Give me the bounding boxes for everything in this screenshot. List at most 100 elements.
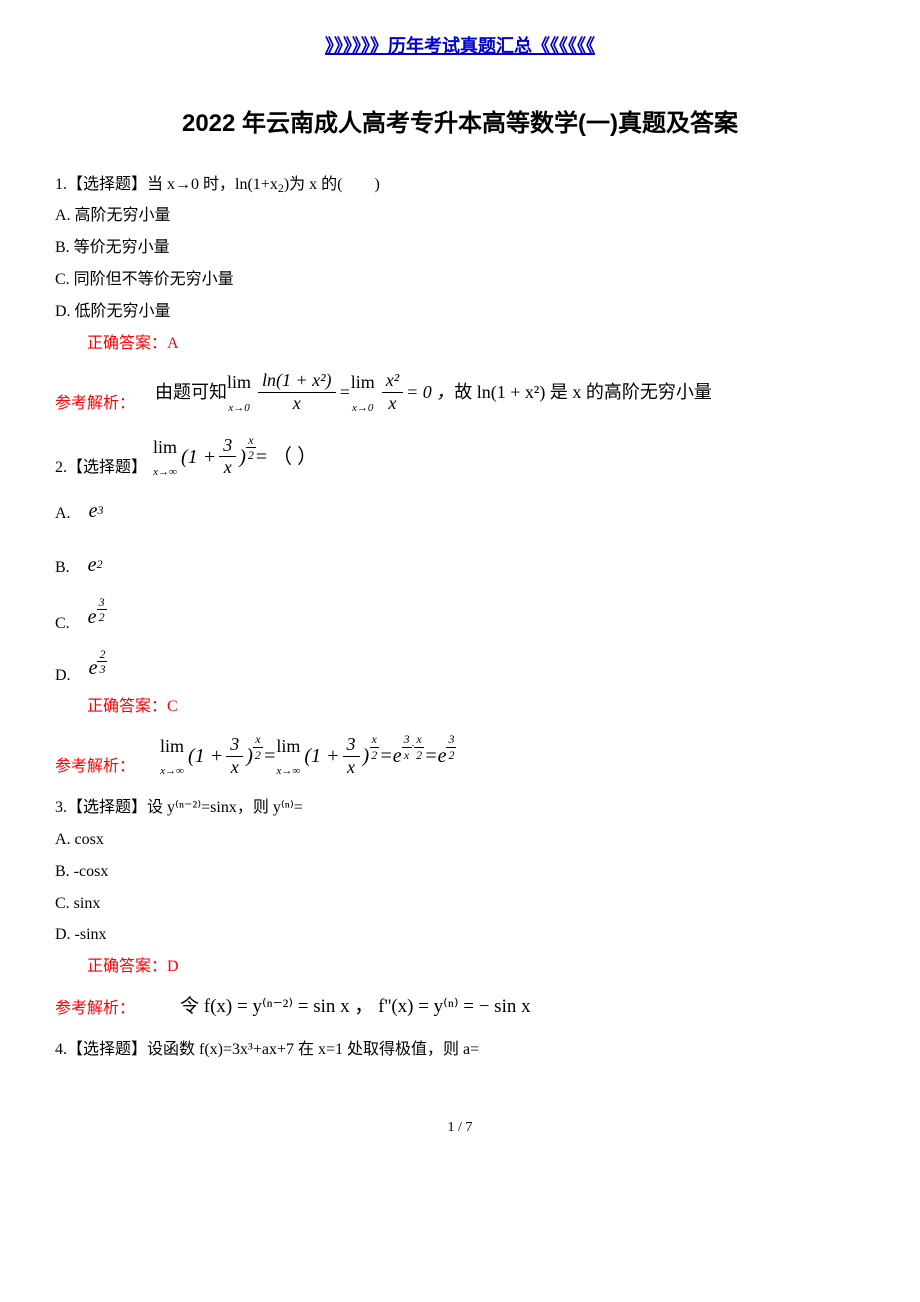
frac2-bot: x [384, 393, 400, 415]
q2a-frac1-top: 3 [226, 734, 243, 757]
q2-optA-letter: A. [55, 500, 71, 529]
lim-under: x→0 [228, 399, 249, 419]
q2a-e2: e [438, 738, 447, 774]
frac-1: ln(1 + x²) x [258, 370, 336, 414]
q2-stem: 2. 【选择题】 lim x→∞ (1 + 3 x ) x 2 = （ ） [55, 431, 865, 483]
q2a-frac2-bot: x [343, 757, 359, 779]
q2-exp-bot: 2 [246, 448, 256, 462]
page-footer: 1 / 7 [55, 1115, 865, 1140]
q2a-eq2: = [379, 738, 393, 774]
q2-optB-base: e [88, 547, 97, 583]
q2a-final-bot: 2 [446, 748, 456, 762]
q4-stem: 4. 【选择题】 设函数 f(x)=3x³+ax+7 在 x=1 处取得极值，则… [55, 1036, 865, 1065]
q2-optC-letter: C. [55, 610, 70, 639]
q4-num: 4. [55, 1036, 67, 1065]
question-2: 2. 【选择题】 lim x→∞ (1 + 3 x ) x 2 = （ ） A.… [55, 431, 865, 783]
q2a-exp3b: x 2 [414, 732, 424, 762]
q2a-close1: ) [246, 738, 253, 774]
q2-optD-letter: D. [55, 662, 71, 691]
question-4: 4. 【选择题】 设函数 f(x)=3x³+ax+7 在 x=1 处取得极值，则… [55, 1036, 865, 1065]
q3-optB: B. -cosx [55, 858, 865, 887]
q2-optC: C. e 3 2 [55, 595, 865, 639]
q2-close: ) [239, 439, 246, 475]
q2a-exp3b-top: x [414, 732, 423, 747]
frac-2: x² x [382, 370, 403, 414]
q1-analysis-math: 由题可知 lim x→0 ln(1 + x²) x = lim x→0 x² x… [155, 366, 712, 418]
q2a-eq3: = [424, 738, 438, 774]
q1-stem-suffix: )为 x 的( ) [284, 171, 380, 200]
q2a-exp1-bot: 2 [253, 748, 263, 762]
q3-analysis-label: 参考解析： [55, 995, 135, 1024]
q2-open: (1 + [181, 439, 216, 475]
q1-type: 【选择题】 [67, 171, 147, 200]
q2-optB-exp: 2 [97, 554, 103, 576]
q2a-exp3a: 3 x [402, 732, 412, 762]
q2-tail: = （ ） [256, 439, 317, 475]
q2-lim-text: lim [153, 431, 177, 463]
q2a-lim2: lim x→∞ [276, 730, 300, 782]
q2-optB: B. e2 [55, 547, 865, 583]
q2a-exp2-top: x [370, 732, 379, 747]
question-1: 1. 【选择题】 当 x→0 时，ln(1+x2)为 x 的( ) A. 高阶无… [55, 171, 865, 419]
q1-optC: C. 同阶但不等价无穷小量 [55, 266, 865, 295]
q2-analysis-row: 参考解析： lim x→∞ (1 + 3 x ) x 2 = lim x→∞ (… [55, 730, 865, 782]
q3-optC: C. sinx [55, 890, 865, 919]
lim-under-2: x→0 [352, 399, 373, 419]
q2-optD-base: e [89, 650, 98, 686]
q1-answer: 正确答案：A [87, 330, 865, 359]
lim-text: lim [227, 366, 251, 398]
question-3: 3. 【选择题】 设 y⁽ⁿ⁻²⁾=sinx，则 y⁽ⁿ⁾= A. cosx B… [55, 794, 865, 1024]
q3-optD: D. -sinx [55, 921, 865, 950]
q2-optA: A. e3 [55, 493, 865, 529]
q2-optC-base: e [88, 599, 97, 635]
q2-optD-exp: 2 3 [97, 647, 107, 677]
q2-frac: 3 x [219, 435, 236, 479]
q1-analysis-label: 参考解析： [55, 390, 135, 419]
q2a-frac1-bot: x [227, 757, 243, 779]
eq-0: = 0 ， [406, 376, 454, 408]
q2-optA-exp: 3 [97, 500, 103, 522]
q2-optD-exp-top: 2 [97, 647, 107, 662]
q2-analysis-math: lim x→∞ (1 + 3 x ) x 2 = lim x→∞ (1 + 3 … [160, 730, 456, 782]
q1-ana-suffix: 故 ln(1 + x²) 是 x 的高阶无穷小量 [454, 376, 712, 408]
frac-top: ln(1 + x²) [258, 370, 336, 393]
q2-analysis-label: 参考解析： [55, 753, 135, 782]
q2a-exp3a-top: 3 [402, 732, 412, 747]
q2-optC-exp: 3 2 [97, 595, 107, 625]
q1-analysis-row: 参考解析： 由题可知 lim x→0 ln(1 + x²) x = lim x→… [55, 366, 865, 418]
lim-symbol-2: lim x→0 [351, 366, 375, 418]
q2-num: 2. [55, 454, 67, 483]
q3-analysis-text: 令 f(x) = y⁽ⁿ⁻²⁾ = sin x ， f''(x) = y⁽ⁿ⁾ … [180, 990, 531, 1024]
q2-lim: lim x→∞ [153, 431, 177, 483]
q2a-close2: ) [363, 738, 370, 774]
q1-stem-prefix: 当 x→0 时，ln(1+x [147, 171, 278, 200]
q2a-exp1-top: x [253, 732, 262, 747]
q2a-exp3: 3 x · x 2 [402, 732, 425, 762]
q2a-final-top: 3 [446, 732, 456, 747]
q2-optB-letter: B. [55, 554, 70, 583]
q2-exp-top: x [246, 433, 255, 448]
q3-num: 3. [55, 794, 67, 823]
q2a-exp2-bot: 2 [369, 748, 379, 762]
frac-bot: x [289, 393, 305, 415]
q2-optD-exp-bot: 3 [97, 662, 107, 676]
header-link[interactable]: 》》》》》》历年考试真题汇总《《《《《《 [55, 30, 865, 62]
q2a-frac2: 3 x [343, 734, 360, 778]
q2a-lim1-under: x→∞ [160, 762, 184, 782]
q2a-exp3b-bot: 2 [414, 748, 424, 762]
q3-stem-text: 设 y⁽ⁿ⁻²⁾=sinx，则 y⁽ⁿ⁾= [147, 794, 303, 823]
q2a-eq1: = [263, 738, 277, 774]
q2-math: lim x→∞ (1 + 3 x ) x 2 = （ ） [153, 431, 317, 483]
q3-stem: 3. 【选择题】 设 y⁽ⁿ⁻²⁾=sinx，则 y⁽ⁿ⁾= [55, 794, 865, 823]
q2-type: 【选择题】 [67, 454, 147, 483]
q3-answer: 正确答案：D [87, 953, 865, 982]
q1-stem: 1. 【选择题】 当 x→0 时，ln(1+x2)为 x 的( ) [55, 171, 865, 200]
frac2-top: x² [382, 370, 403, 393]
lim-text-2: lim [351, 366, 375, 398]
q1-num: 1. [55, 171, 67, 200]
q1-optA: A. 高阶无穷小量 [55, 202, 865, 231]
q3-type: 【选择题】 [67, 794, 147, 823]
q1-ana-prefix: 由题可知 [155, 376, 227, 408]
q4-stem-text: 设函数 f(x)=3x³+ax+7 在 x=1 处取得极值，则 a= [147, 1036, 479, 1065]
q2a-lim2-text: lim [276, 730, 300, 762]
